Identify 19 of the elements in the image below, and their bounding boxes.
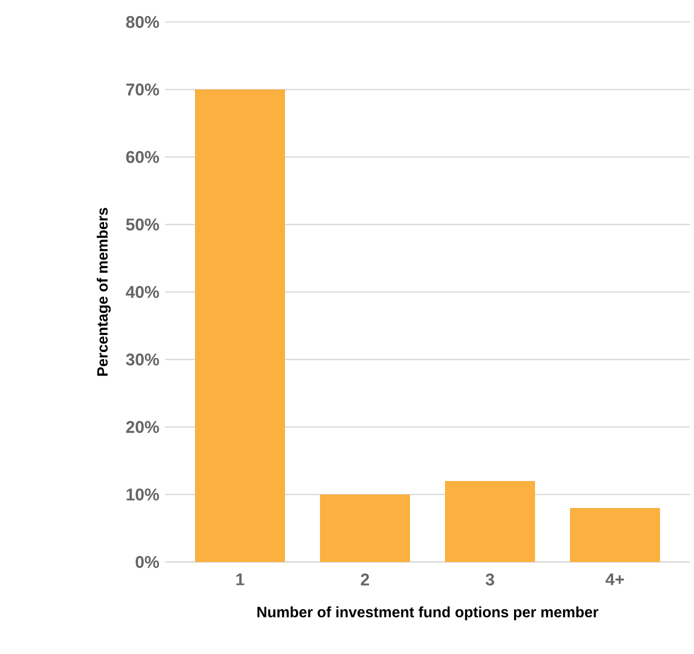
y-tick-label: 50% [126, 218, 160, 231]
y-tick-label: 0% [136, 556, 160, 568]
y-tick-label: 80% [126, 16, 160, 28]
bar [570, 508, 660, 562]
x-tick-label: 3 [486, 574, 494, 586]
x-tick-label: 2 [360, 574, 370, 586]
y-tick-label: 20% [126, 421, 160, 434]
bar [195, 90, 286, 562]
y-tick-label: 70% [126, 84, 160, 96]
y-axis-title: Percentage of members [96, 208, 111, 376]
x-tick-label: 4+ [606, 574, 624, 586]
x-axis-title: Number of investment fund options per member [257, 606, 598, 620]
y-tick-label: 10% [126, 488, 160, 500]
x-tick-label: 1 [236, 574, 244, 586]
y-tick-label: 60% [126, 151, 160, 164]
bar [445, 481, 536, 562]
bar [320, 494, 410, 562]
y-tick-label: 30% [126, 353, 160, 366]
y-tick-label: 40% [126, 286, 160, 298]
